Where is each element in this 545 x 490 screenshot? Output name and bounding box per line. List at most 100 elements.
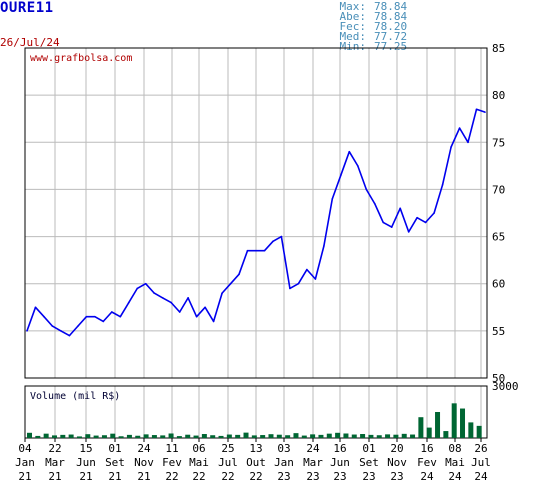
volume-bar [301, 435, 307, 438]
volume-bar [293, 433, 299, 438]
price-point [272, 240, 274, 243]
price-point [365, 188, 368, 191]
stat-value: 78.20 [374, 20, 408, 33]
price-point [331, 198, 334, 200]
price-point [51, 325, 54, 327]
volume-bar [276, 434, 282, 438]
volume-bar [76, 436, 82, 438]
price-point [280, 235, 283, 238]
x-tick-day: 11 [165, 442, 178, 455]
x-tick-month: Mai [189, 456, 209, 469]
x-tick-month: Nov [387, 456, 407, 469]
x-tick-day: 06 [192, 442, 205, 455]
x-tick-month: Fev [417, 456, 437, 469]
ticker-symbol: OURE11 [0, 0, 54, 16]
price-point [306, 268, 308, 271]
volume-bar [435, 412, 441, 438]
price-point [484, 111, 486, 113]
x-tick-year: 23 [362, 470, 375, 483]
price-tick-label: 50 [492, 372, 505, 385]
x-tick-year: 23 [333, 470, 346, 483]
volume-axis: 3000 [492, 380, 519, 393]
volume-bar [351, 434, 357, 438]
x-tick-month: Nov [134, 456, 154, 469]
price-point [289, 287, 291, 290]
x-tick-day: 01 [108, 442, 121, 455]
x-tick-month: Mar [45, 456, 65, 469]
x-tick-month: Set [105, 456, 125, 469]
x-tick-month: Jul [218, 456, 238, 469]
x-tick-day: 16 [420, 442, 433, 455]
price-point [323, 245, 325, 247]
volume-bar [43, 433, 49, 438]
x-tick-year: 23 [277, 470, 290, 483]
price-point [221, 292, 223, 294]
price-point [373, 202, 376, 205]
volume-bar [151, 435, 157, 438]
x-tick-month: Mai [445, 456, 465, 469]
price-point [94, 315, 96, 318]
price-point [212, 320, 215, 323]
stats-panel: Max: 78.84 Abe: 78.84 Fec: 78.20 Med: 77… [338, 1, 408, 52]
volume-bar [418, 417, 424, 438]
price-point [68, 334, 71, 337]
volume-bar [27, 432, 32, 438]
x-tick-month: Jun [330, 456, 350, 469]
x-tick-day: 15 [79, 442, 92, 455]
volume-bar [343, 433, 349, 438]
stat-key: Abe: [339, 10, 367, 23]
price-panel-frame [24, 47, 488, 379]
price-point [34, 306, 37, 309]
price-point [229, 282, 232, 285]
volume-bar [185, 434, 191, 438]
price-point [424, 221, 427, 224]
x-tick-month: Set [359, 456, 379, 469]
price-point [102, 320, 105, 323]
volume-label: Volume (mil R$) [30, 391, 120, 402]
x-tick-day: 16 [333, 442, 346, 455]
x-tick-month: Jul [471, 456, 491, 469]
stat-fec: Fec: 78.20 [338, 20, 408, 33]
price-point [314, 278, 317, 280]
price-point [297, 282, 300, 285]
volume-bar [60, 434, 66, 438]
price-point [136, 287, 139, 290]
price-tick-label: 75 [492, 136, 505, 149]
volume-bar [110, 433, 116, 438]
volume-bar [385, 434, 391, 438]
x-tick-month: Jan [15, 456, 35, 469]
price-point [382, 221, 385, 224]
price-point [348, 150, 351, 153]
volume-bar [168, 433, 174, 438]
price-point [170, 301, 172, 304]
x-tick-month: Jun [76, 456, 96, 469]
volume-bar [118, 436, 124, 438]
x-tick-day: 24 [306, 442, 320, 455]
quote-date: 26/Jul/24 [0, 36, 60, 49]
price-point [127, 301, 130, 304]
volume-bar [310, 434, 316, 438]
price-tick-label: 85 [492, 42, 505, 55]
volume-bar [101, 435, 107, 438]
price-point [475, 108, 478, 111]
volume-bar [460, 408, 466, 438]
price-point [153, 292, 156, 294]
x-tick-year: 22 [249, 470, 262, 483]
x-tick-year: 21 [137, 470, 150, 483]
x-tick-day: 01 [362, 442, 375, 455]
price-point [119, 315, 122, 318]
x-tick-month: Mar [303, 456, 323, 469]
volume-bar [260, 435, 266, 438]
price-point [77, 325, 79, 327]
price-point [407, 231, 410, 233]
volume-bar [226, 434, 232, 438]
x-tick-year: 24 [420, 470, 434, 483]
volume-bar [251, 435, 257, 438]
price-axis: 85 80 75 70 65 60 55 50 [492, 42, 505, 385]
x-tick-day: 24 [137, 442, 151, 455]
volume-bar [368, 434, 374, 438]
price-point [399, 207, 401, 210]
x-tick-year: 21 [48, 470, 61, 483]
volume-bar [235, 434, 241, 438]
volume-bar [393, 434, 399, 438]
